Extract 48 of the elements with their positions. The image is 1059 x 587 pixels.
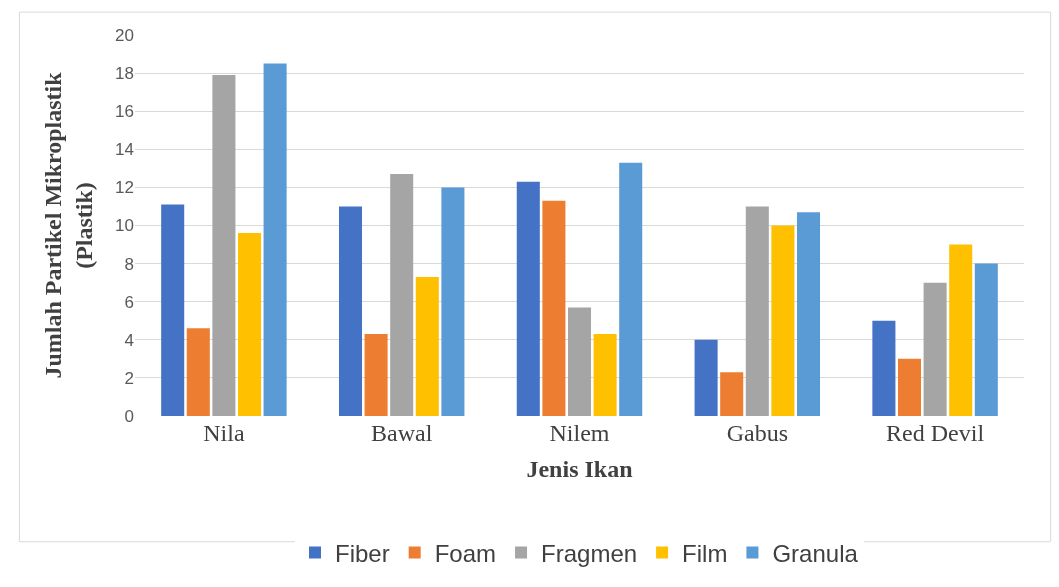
y-tick-label: 16	[115, 102, 134, 122]
bar	[441, 187, 465, 416]
bar	[364, 334, 388, 416]
legend-label: Granula	[772, 539, 859, 567]
bar	[542, 200, 566, 416]
x-tick-label: Bawal	[371, 420, 433, 446]
bar	[619, 162, 643, 416]
bar	[263, 63, 287, 416]
y-tick-label: 0	[124, 406, 134, 426]
y-tick-label: 6	[124, 292, 134, 312]
x-tick-label: Nila	[203, 420, 245, 446]
legend-label: Foam	[434, 539, 497, 567]
x-tick-label: Red Devil	[886, 420, 985, 446]
bar	[949, 244, 973, 416]
x-tick-label: Gabus	[726, 420, 788, 446]
x-axis-title: Jenis Ikan	[526, 456, 633, 483]
bar	[161, 204, 185, 416]
bar	[796, 212, 821, 416]
y-tick-label: 18	[115, 64, 134, 84]
bar	[593, 334, 617, 416]
bar	[186, 328, 210, 416]
bar	[897, 358, 922, 416]
bar	[745, 206, 769, 416]
y-tick-label: 12	[115, 178, 134, 198]
bar	[720, 372, 744, 416]
bar	[338, 206, 363, 416]
y-tick-label: 14	[115, 140, 134, 160]
bar	[212, 75, 236, 416]
y-tick-label: 4	[124, 330, 134, 350]
bar	[872, 320, 896, 416]
legend-label: Fragmen	[541, 539, 638, 567]
bar	[516, 181, 540, 416]
y-axis-title: Jumlah Partikel Mikroplastik (Plastik)	[39, 71, 98, 379]
bar	[237, 233, 262, 416]
y-tick-label: 20	[115, 25, 134, 45]
bar	[694, 339, 718, 416]
bar	[415, 276, 439, 416]
y-tick-label: 2	[124, 368, 134, 388]
legend-label: Fiber	[335, 539, 390, 567]
y-tick-label: 8	[124, 254, 134, 274]
x-tick-label: Nilem	[549, 420, 610, 446]
y-tick-label: 10	[115, 216, 134, 236]
bar	[923, 282, 947, 416]
bar	[567, 307, 592, 416]
legend-label: Film	[682, 539, 728, 567]
bar	[974, 263, 998, 416]
bar	[771, 225, 795, 416]
bar	[390, 174, 414, 416]
